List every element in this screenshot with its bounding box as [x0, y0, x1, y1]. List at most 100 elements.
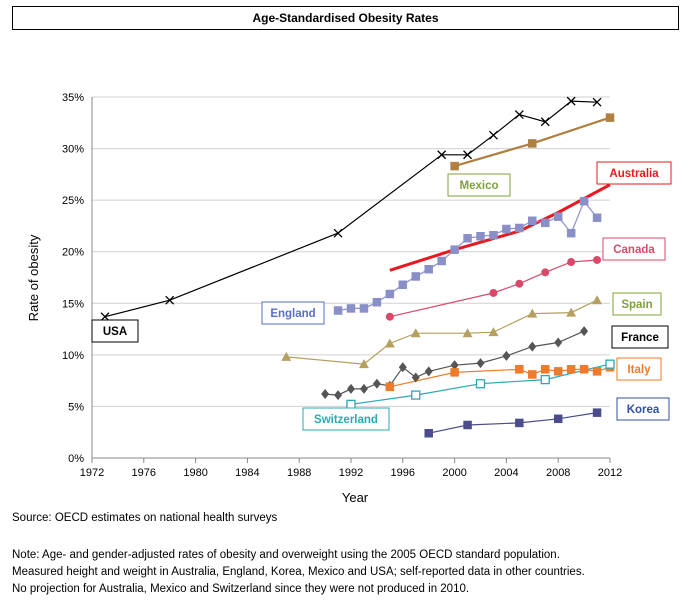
- data-point: [450, 360, 459, 371]
- data-point: [463, 420, 472, 430]
- data-point: [553, 414, 563, 424]
- data-point: [541, 365, 550, 374]
- series-lines: [104, 100, 611, 434]
- y-tick-label: 30%: [62, 144, 84, 156]
- series-label-spain: Spain: [612, 292, 662, 316]
- data-point: [579, 365, 589, 374]
- label-text: Korea: [627, 404, 660, 416]
- data-point: [605, 113, 615, 122]
- data-point: [450, 368, 459, 377]
- data-point: [437, 150, 447, 160]
- label-box: [611, 325, 669, 349]
- data-point: [528, 139, 537, 148]
- data-point: [540, 117, 550, 127]
- data-point: [553, 367, 563, 376]
- series-label-usa: USA: [91, 319, 139, 343]
- data-point: [502, 224, 511, 234]
- data-point: [527, 308, 538, 318]
- label-box: [602, 237, 666, 261]
- data-point: [333, 228, 343, 238]
- label-box: [91, 319, 139, 343]
- series-markers-canada: [385, 255, 602, 321]
- data-point: [450, 161, 459, 171]
- data-point: [593, 255, 602, 264]
- source-note: Source: OECD estimates on national healt…: [12, 512, 278, 524]
- series-line-canada: [389, 259, 598, 318]
- data-point: [385, 382, 395, 392]
- data-point: [515, 418, 524, 428]
- data-point: [347, 383, 355, 394]
- series-markers-italy: [385, 362, 615, 392]
- label-text: Italy: [627, 364, 651, 376]
- data-point: [514, 110, 524, 119]
- y-tick-label: 35%: [62, 92, 84, 104]
- data-point: [592, 213, 602, 222]
- series-line-usa: [104, 100, 598, 318]
- data-point: [528, 341, 537, 352]
- x-tick-label: 2008: [546, 467, 570, 479]
- data-point: [358, 359, 369, 369]
- data-point: [528, 216, 537, 226]
- series-markers-france: [321, 326, 589, 401]
- data-point: [554, 337, 563, 348]
- data-point: [592, 367, 602, 376]
- data-point: [489, 288, 498, 297]
- footnote: Note: Age- and gender-adjusted rates of …: [12, 547, 682, 598]
- label-box: [261, 301, 325, 325]
- label-text: Switzerland: [314, 414, 378, 426]
- data-point: [566, 96, 576, 106]
- x-tick-label: 2000: [442, 467, 466, 479]
- data-point: [540, 374, 550, 385]
- data-point: [398, 362, 407, 373]
- series-markers-mexico: [450, 113, 615, 171]
- gridlines: [92, 96, 610, 407]
- x-tick-label: 1992: [339, 467, 363, 479]
- label-box: [612, 292, 662, 316]
- series-line-italy: [389, 366, 611, 388]
- y-axis-label: Rate of obesity: [26, 234, 41, 321]
- data-point: [333, 306, 343, 315]
- data-point: [411, 390, 421, 400]
- data-point: [165, 295, 175, 305]
- data-point: [372, 298, 382, 307]
- data-point: [566, 365, 576, 374]
- data-point: [281, 351, 292, 361]
- label-box: [447, 173, 511, 197]
- footnote-line: No projection for Australia, Mexico and …: [12, 583, 470, 595]
- series-markers-switzerland: [346, 359, 615, 410]
- x-tick-label: 1976: [132, 467, 156, 479]
- y-tick-label: 15%: [62, 298, 84, 310]
- data-point: [450, 245, 459, 254]
- data-point: [566, 228, 576, 238]
- data-point: [502, 350, 511, 361]
- y-tick-label: 25%: [62, 195, 84, 207]
- footnote-line: Note: Age- and gender-adjusted rates of …: [12, 549, 560, 561]
- data-point: [579, 196, 589, 206]
- data-point: [515, 279, 524, 288]
- data-point: [541, 268, 550, 277]
- series-markers-usa: [100, 96, 602, 322]
- data-point: [566, 307, 577, 317]
- chart-title: Age-Standardised Obesity Rates: [12, 6, 679, 30]
- series-markers: [100, 96, 615, 438]
- data-point: [528, 370, 537, 379]
- data-point: [437, 256, 446, 266]
- label-box: [302, 407, 390, 431]
- y-tick-label: 10%: [62, 350, 84, 362]
- data-point: [580, 326, 589, 337]
- x-tick-label: 1980: [183, 467, 207, 479]
- y-tick-label: 5%: [68, 401, 84, 413]
- series-label-korea: Korea: [616, 397, 670, 421]
- data-point: [553, 212, 563, 221]
- label-box: [616, 357, 662, 381]
- data-point: [476, 358, 485, 369]
- series-label-canada: Canada: [602, 237, 666, 261]
- x-tick-label: 1988: [287, 467, 311, 479]
- data-point: [384, 338, 395, 348]
- y-tick-label: 0%: [68, 453, 84, 465]
- data-point: [567, 258, 576, 267]
- footnote-line: Measured height and weight in Australia,…: [12, 566, 585, 578]
- series-label-mexico: Mexico: [447, 173, 511, 197]
- data-point: [410, 328, 421, 338]
- data-point: [475, 379, 486, 389]
